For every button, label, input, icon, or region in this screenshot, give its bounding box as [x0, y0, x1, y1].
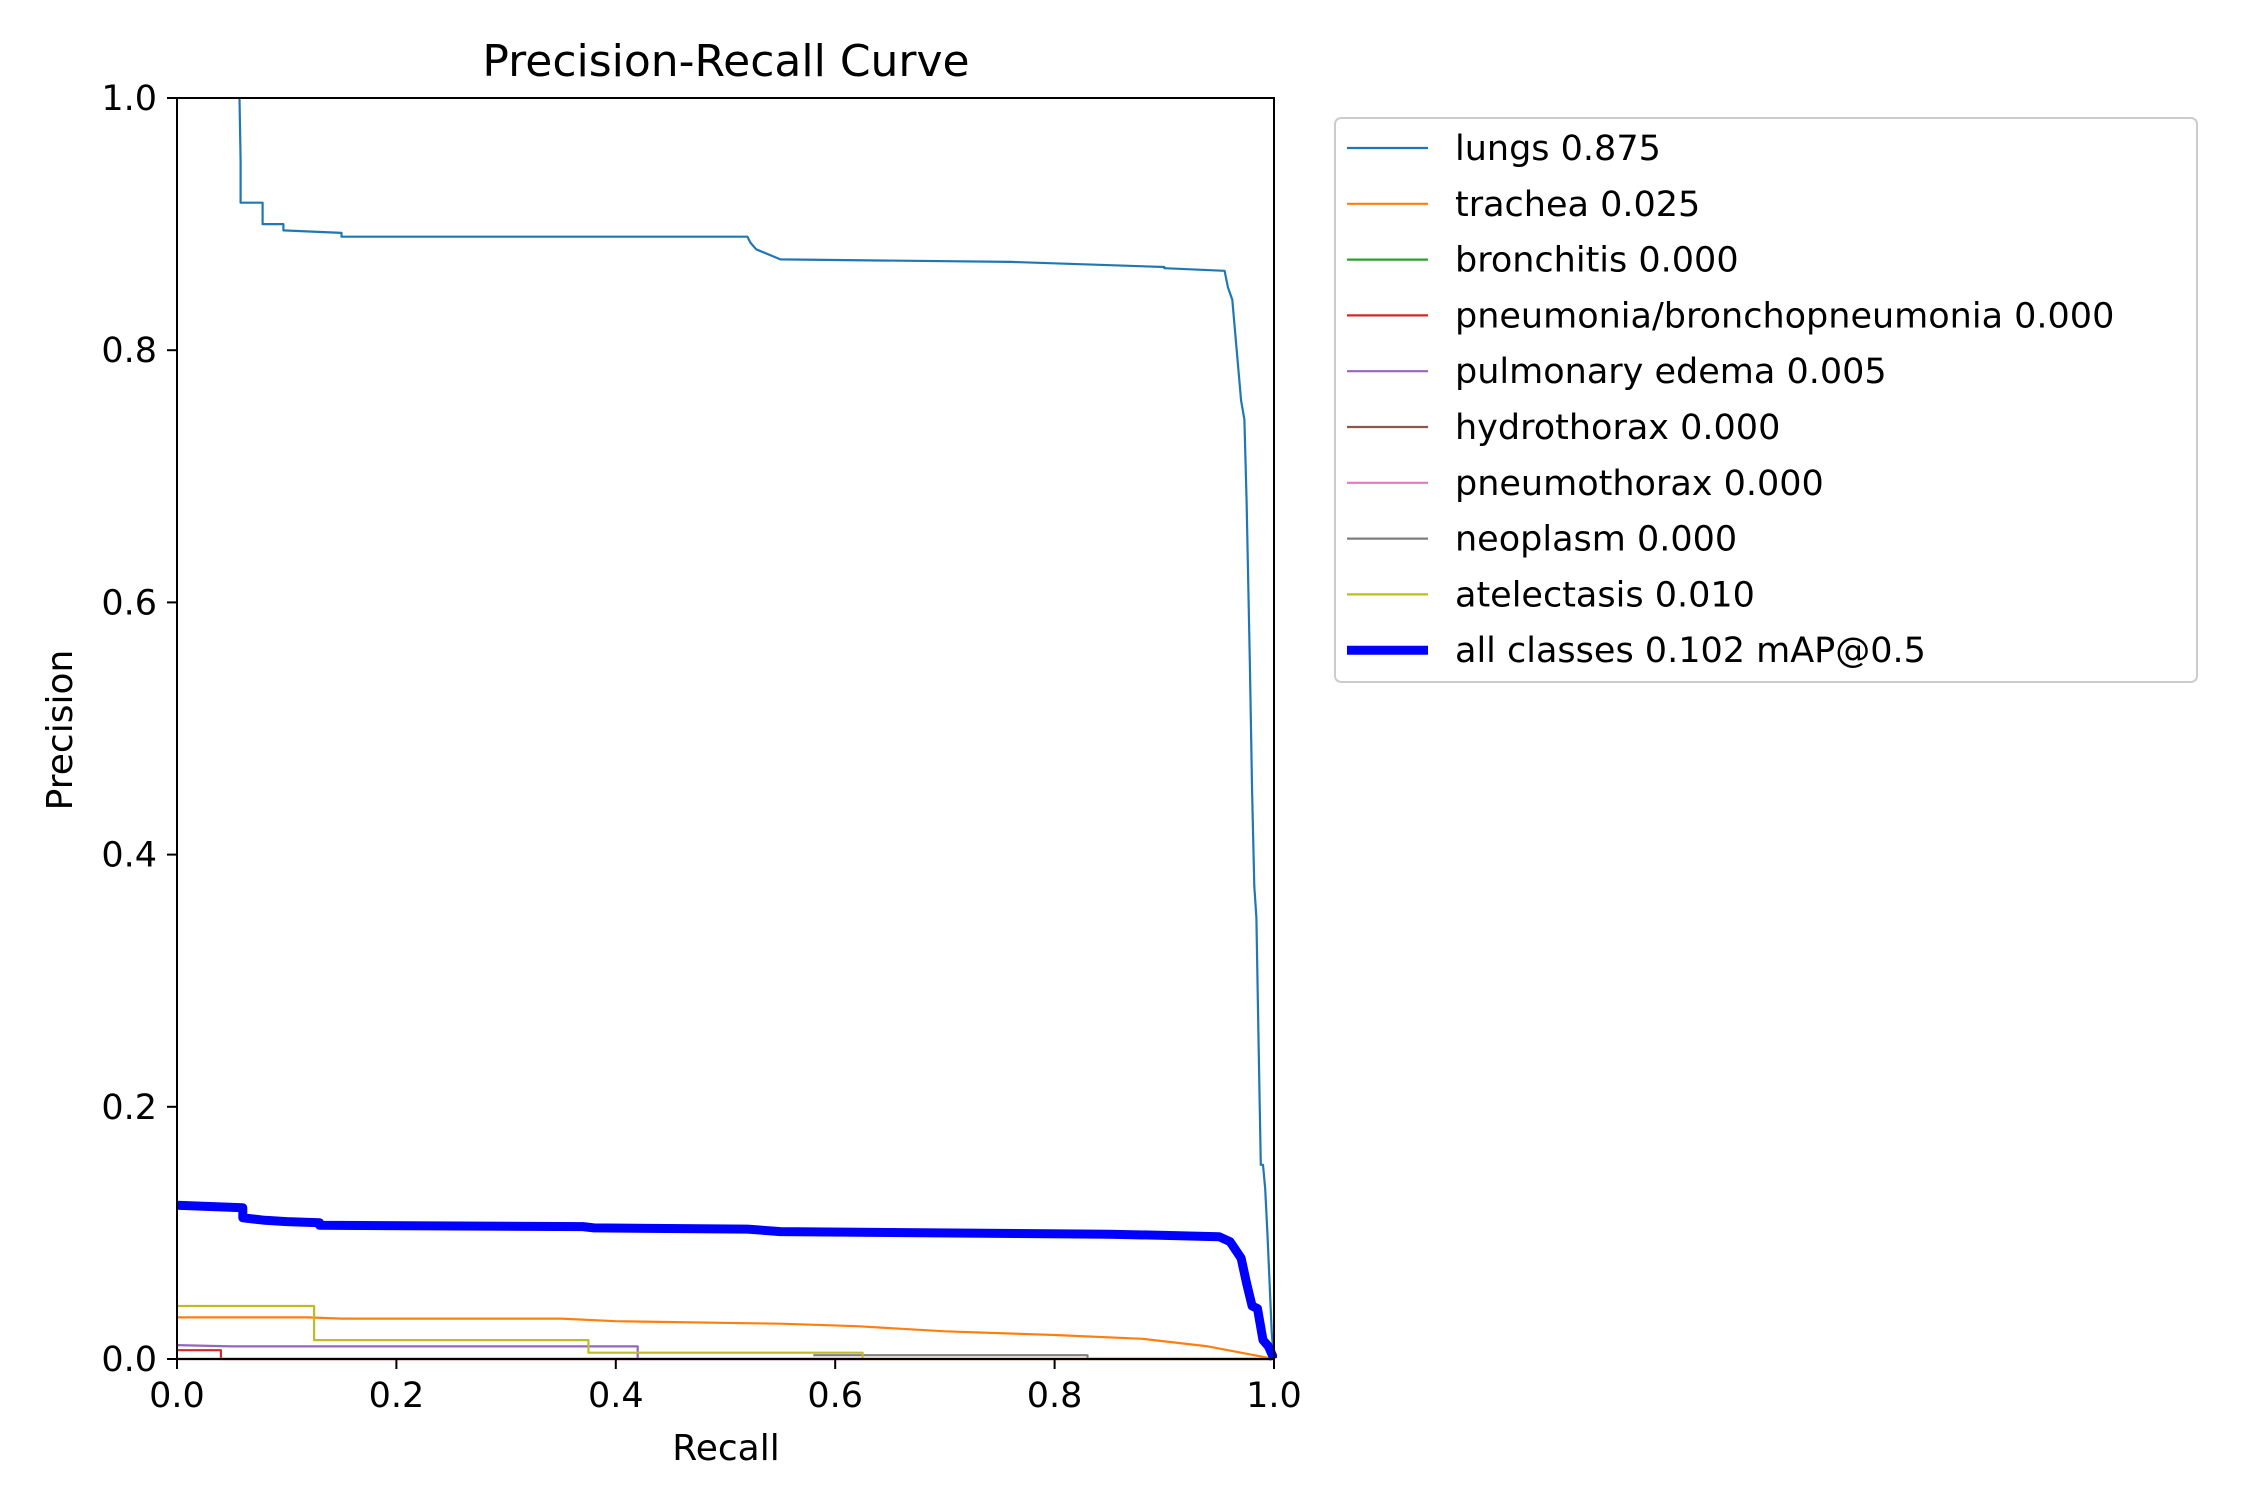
legend-label-5: hydrothorax 0.000 [1455, 408, 1780, 448]
y-tick-label: 0.0 [101, 1340, 157, 1380]
series-line-1 [177, 1316, 1275, 1361]
legend-label-9: all classes 0.102 mAP@0.5 [1455, 631, 1926, 671]
chart-title: Precision-Recall Curve [482, 36, 969, 87]
plot-frame [176, 97, 1275, 1360]
x-tick-label: 1.0 [1246, 1376, 1302, 1416]
x-axis: 0.0 0.2 0.4 0.6 0.8 1.0 [149, 1359, 1302, 1416]
x-tick-label: 0.6 [807, 1376, 863, 1416]
legend: lungs 0.875 trachea 0.025 bronchitis 0.000… [1334, 117, 2198, 683]
legend-label-2: bronchitis 0.000 [1455, 241, 1739, 281]
legend-items: lungs 0.875 trachea 0.025 bronchitis 0.000… [1347, 129, 2114, 671]
y-tick-label: 0.6 [101, 583, 157, 623]
x-tick-label: 0.0 [149, 1376, 205, 1416]
legend-label-0: lungs 0.875 [1455, 129, 1661, 169]
legend-label-6: pneumothorax 0.000 [1455, 464, 1824, 504]
legend-label-3: pneumonia/bronchopneumonia 0.000 [1455, 296, 2114, 336]
series-line-9 [176, 1200, 1277, 1361]
x-tick-label: 0.4 [588, 1376, 644, 1416]
series-line-0 [238, 97, 1276, 1360]
y-tick-label: 1.0 [101, 79, 157, 119]
y-tick-label: 0.8 [101, 331, 157, 371]
y-tick-label: 0.2 [101, 1088, 157, 1128]
legend-label-8: atelectasis 0.010 [1455, 575, 1755, 615]
x-axis-label: Recall [672, 1428, 779, 1469]
plot-series-group [176, 97, 1277, 1361]
legend-box [1334, 117, 2198, 683]
legend-label-4: pulmonary edema 0.005 [1455, 352, 1887, 392]
x-tick-label: 0.2 [369, 1376, 425, 1416]
legend-label-7: neoplasm 0.000 [1455, 520, 1737, 560]
y-axis-label: Precision [40, 650, 81, 811]
y-tick-label: 0.4 [101, 836, 157, 876]
y-axis: 0.0 0.2 0.4 0.6 0.8 1.0 [101, 79, 177, 1380]
series-line-8 [177, 1304, 1274, 1361]
legend-label-1: trachea 0.025 [1455, 185, 1700, 225]
series-line-3 [177, 1349, 1274, 1361]
x-tick-label: 0.8 [1027, 1376, 1083, 1416]
